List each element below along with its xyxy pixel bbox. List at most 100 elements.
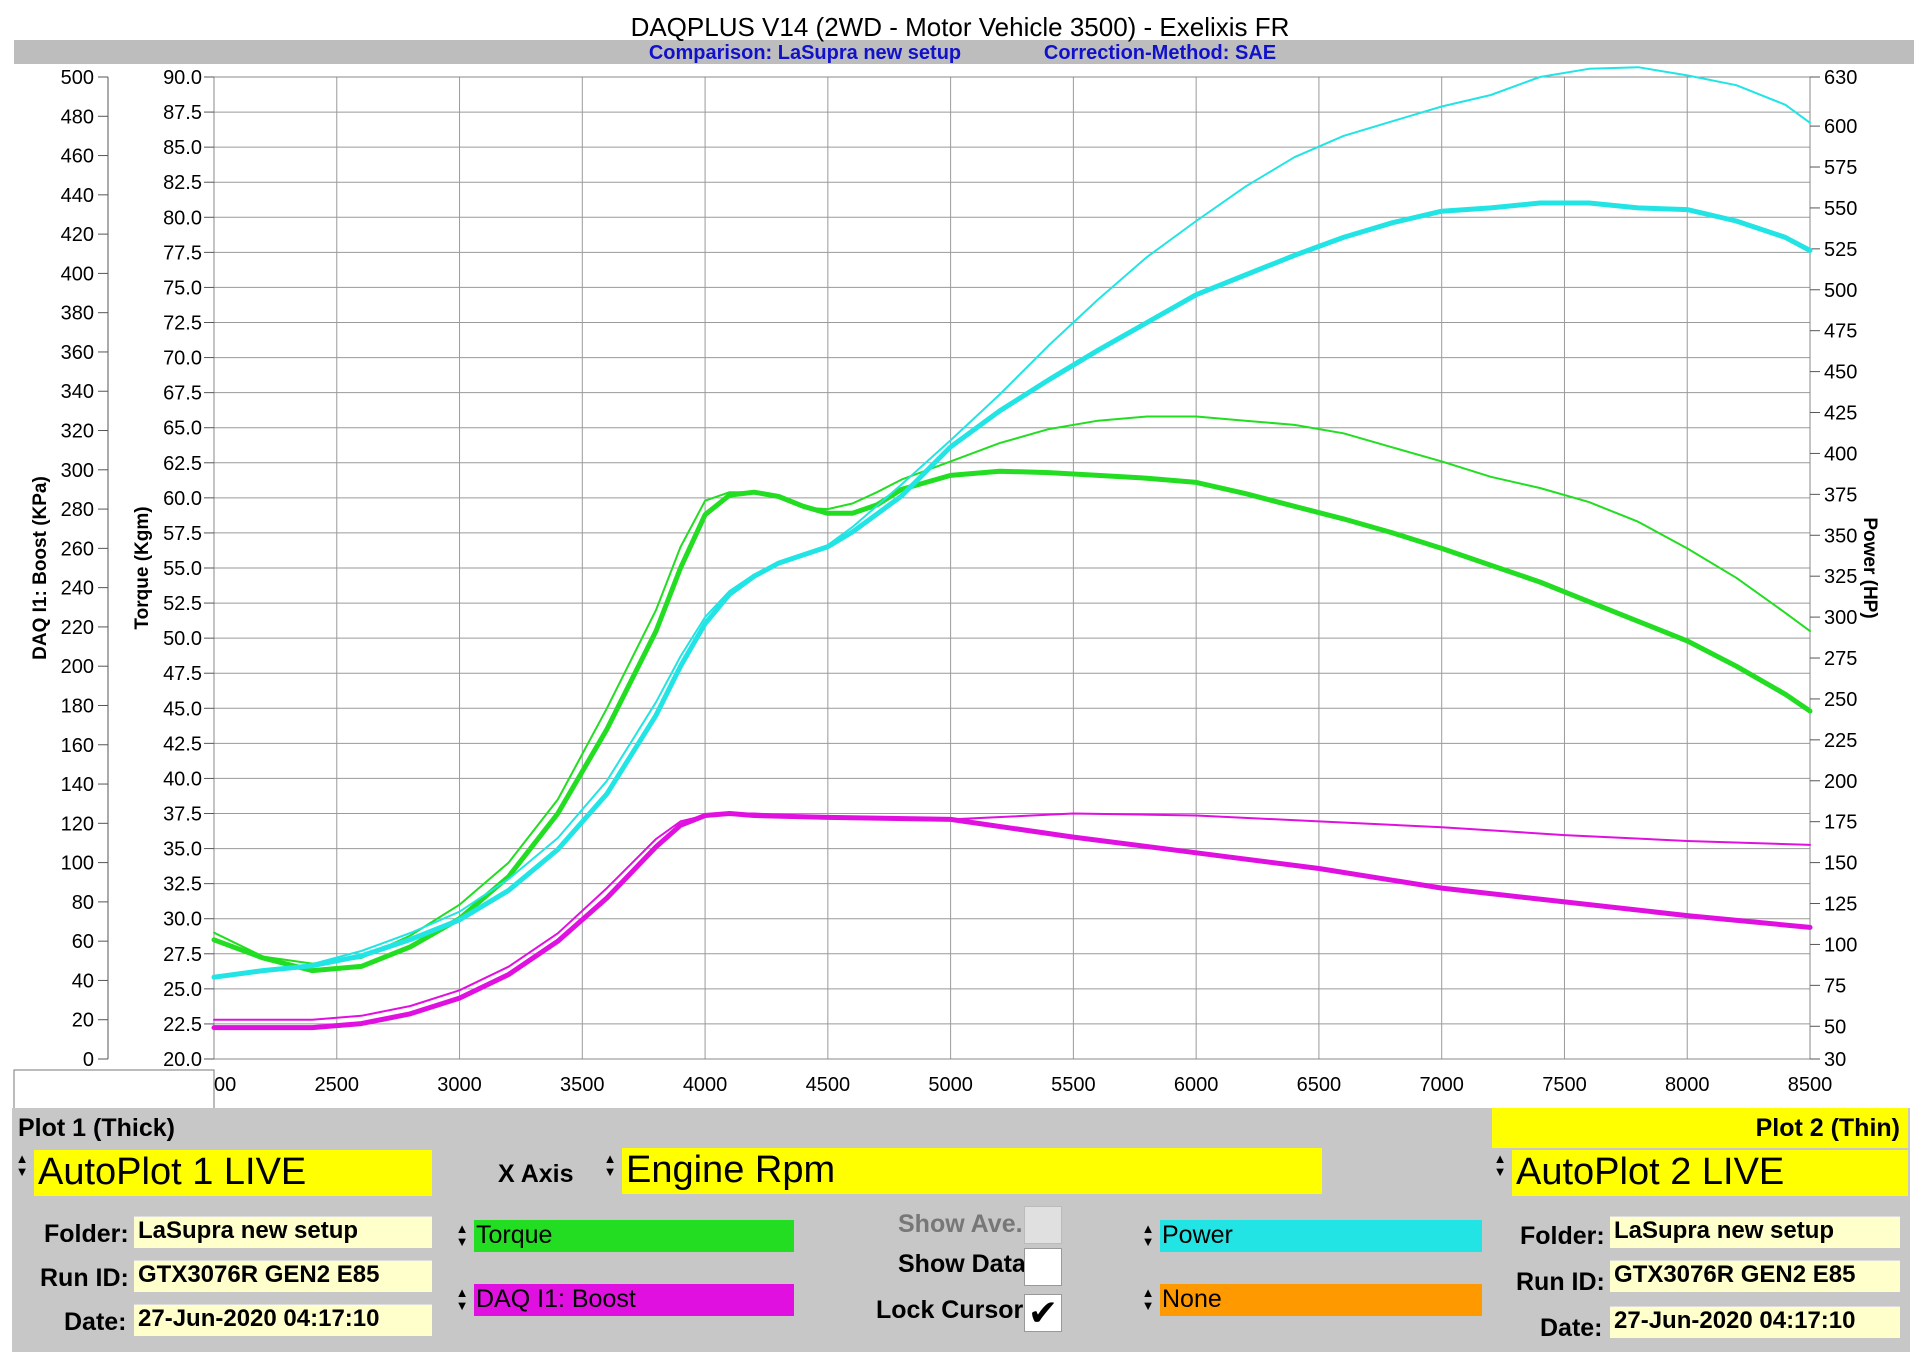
channel1-selector[interactable]: Torque [474, 1220, 794, 1252]
x-tick-label: 4000 [683, 1074, 728, 1096]
lock-cursor-checkbox[interactable]: ✔ [1024, 1294, 1062, 1332]
power-tick-label: 100 [1824, 934, 1857, 956]
power-axis: 630 600 575 550 525 500 475 450 425 400 375 350 325 3… [1810, 67, 1857, 1071]
plot1-title: Plot 1 (Thick) [18, 1114, 175, 1142]
boost-tick-label: 120 [61, 813, 94, 835]
correction-method-label: Correction-Method: SAE [1044, 42, 1276, 64]
torque-tick-label: 80.0 [163, 207, 202, 229]
channel3-spinner[interactable]: ▲ ▼ [1141, 1221, 1155, 1249]
daq-i1-boost-thin-line [213, 812, 1811, 1021]
torque-tick-label: 47.5 [163, 663, 202, 685]
x-axis-selector[interactable]: Engine Rpm [622, 1148, 1322, 1194]
power-tick-label: 550 [1824, 198, 1857, 220]
torque-tick-label: 60.0 [163, 488, 202, 510]
x-tick-label: 2500 [315, 1074, 360, 1096]
torque-axis-title: Torque (Kgm) [132, 506, 153, 629]
x-axis: 2000250030003500400045005000550060006500… [192, 1074, 1833, 1096]
show-ave-checkbox[interactable] [1024, 1206, 1062, 1244]
power-tick-label: 175 [1824, 812, 1857, 834]
x-tick-label: 7500 [1542, 1074, 1587, 1096]
plot2-runid-label: Run ID: [1516, 1268, 1605, 1296]
torque-tick-label: 65.0 [163, 418, 202, 440]
torque-thin-line [213, 415, 1811, 965]
channel4-spinner[interactable]: ▲ ▼ [1141, 1285, 1155, 1313]
x-tick-label: 8000 [1665, 1074, 1710, 1096]
x-tick-label: 5000 [928, 1074, 973, 1096]
channel2-selector[interactable]: DAQ I1: Boost [474, 1284, 794, 1316]
power-tick-label: 600 [1824, 116, 1857, 138]
torque-tick-label: 75.0 [163, 277, 202, 299]
torque-tick-label: 82.5 [163, 172, 202, 194]
torque-tick-label: 57.5 [163, 523, 202, 545]
boost-tick-label: 240 [61, 578, 94, 600]
boost-axis: 5004804604404204003803603403203002802602… [61, 67, 109, 1071]
plot1-selector-spinner[interactable]: ▲ ▼ [15, 1151, 29, 1179]
boost-tick-label: 340 [61, 381, 94, 403]
x-tick-label: 7000 [1419, 1074, 1464, 1096]
torque-tick-label: 62.5 [163, 453, 202, 475]
dyno-chart: DAQPLUS V14 (2WD - Motor Vehicle 3500) -… [13, 12, 1914, 1108]
power-tick-label: 475 [1824, 321, 1857, 343]
power-tick-label: 500 [1824, 280, 1857, 302]
cursor-box [13, 1069, 215, 1108]
plot2-selector[interactable]: AutoPlot 2 LIVE [1512, 1150, 1908, 1196]
power-tick-label: 400 [1824, 443, 1857, 465]
window-title: DAQPLUS V14 (2WD - Motor Vehicle 3500) -… [631, 12, 1290, 42]
boost-tick-label: 280 [61, 499, 94, 521]
plot1-folder-field[interactable]: LaSupra new setup [134, 1216, 432, 1248]
power-tick-label: 275 [1824, 648, 1857, 670]
x-tick-label: 4500 [806, 1074, 851, 1096]
x-tick-label: 3000 [437, 1074, 482, 1096]
channel3-selector[interactable]: Power [1160, 1220, 1482, 1252]
power-tick-label: 225 [1824, 730, 1857, 752]
torque-tick-label: 25.0 [163, 979, 202, 1001]
boost-tick-label: 160 [61, 735, 94, 757]
boost-tick-label: 40 [72, 970, 94, 992]
x-tick-label: 3500 [560, 1074, 605, 1096]
plot1-date-label: Date: [64, 1308, 127, 1336]
boost-tick-label: 360 [61, 342, 94, 364]
power-tick-label: 300 [1824, 607, 1857, 629]
show-ave-label: Show Ave. [898, 1210, 1023, 1238]
power-thin-line [213, 66, 1811, 979]
power-thick-line [211, 200, 1813, 980]
plot1-selector[interactable]: AutoPlot 1 LIVE [34, 1150, 432, 1196]
torque-tick-label: 50.0 [163, 628, 202, 650]
channel1-spinner[interactable]: ▲ ▼ [455, 1221, 469, 1249]
torque-tick-label: 70.0 [163, 348, 202, 370]
boost-tick-label: 400 [61, 263, 94, 285]
channel2-spinner[interactable]: ▲ ▼ [455, 1285, 469, 1313]
torque-tick-label: 40.0 [163, 768, 202, 790]
show-data-checkbox[interactable] [1024, 1248, 1062, 1286]
power-tick-label: 200 [1824, 771, 1857, 793]
show-data-label: Show Data [898, 1250, 1026, 1278]
series-group [211, 66, 1813, 1031]
power-axis-title: Power (HP) [1859, 517, 1880, 618]
x-tick-label: 8500 [1788, 1074, 1833, 1096]
control-panel: Plot 1 (Thick) ▲ ▼ AutoPlot 1 LIVE Folder… [12, 1108, 1910, 1352]
boost-tick-label: 380 [61, 303, 94, 325]
plot2-folder-field[interactable]: LaSupra new setup [1610, 1216, 1900, 1248]
plot2-date-field[interactable]: 27-Jun-2020 04:17:10 [1610, 1306, 1900, 1338]
plot2-runid-field[interactable]: GTX3076R GEN2 E85 [1610, 1260, 1900, 1292]
x-axis-spinner[interactable]: ▲ ▼ [603, 1151, 617, 1179]
power-tick-label: 250 [1824, 689, 1857, 711]
torque-tick-label: 30.0 [163, 909, 202, 931]
plot1-runid-field[interactable]: GTX3076R GEN2 E85 [134, 1260, 432, 1292]
plot1-date-field[interactable]: 27-Jun-2020 04:17:10 [134, 1304, 432, 1336]
plot2-selector-spinner[interactable]: ▲ ▼ [1493, 1151, 1507, 1179]
power-tick-label: 125 [1824, 894, 1857, 916]
torque-tick-label: 32.5 [163, 874, 202, 896]
boost-tick-label: 460 [61, 146, 94, 168]
power-tick-label: 75 [1824, 975, 1846, 997]
boost-tick-label: 480 [61, 106, 94, 128]
x-tick-label: 6500 [1297, 1074, 1342, 1096]
boost-axis-title: DAQ I1: Boost (KPa) [30, 476, 51, 660]
boost-tick-label: 100 [61, 853, 94, 875]
torque-tick-label: 85.0 [163, 137, 202, 159]
power-tick-label: 525 [1824, 239, 1857, 261]
channel4-selector[interactable]: None [1160, 1284, 1482, 1316]
plot1-folder-label: Folder: [44, 1220, 129, 1248]
boost-tick-label: 260 [61, 538, 94, 560]
boost-tick-label: 420 [61, 224, 94, 246]
